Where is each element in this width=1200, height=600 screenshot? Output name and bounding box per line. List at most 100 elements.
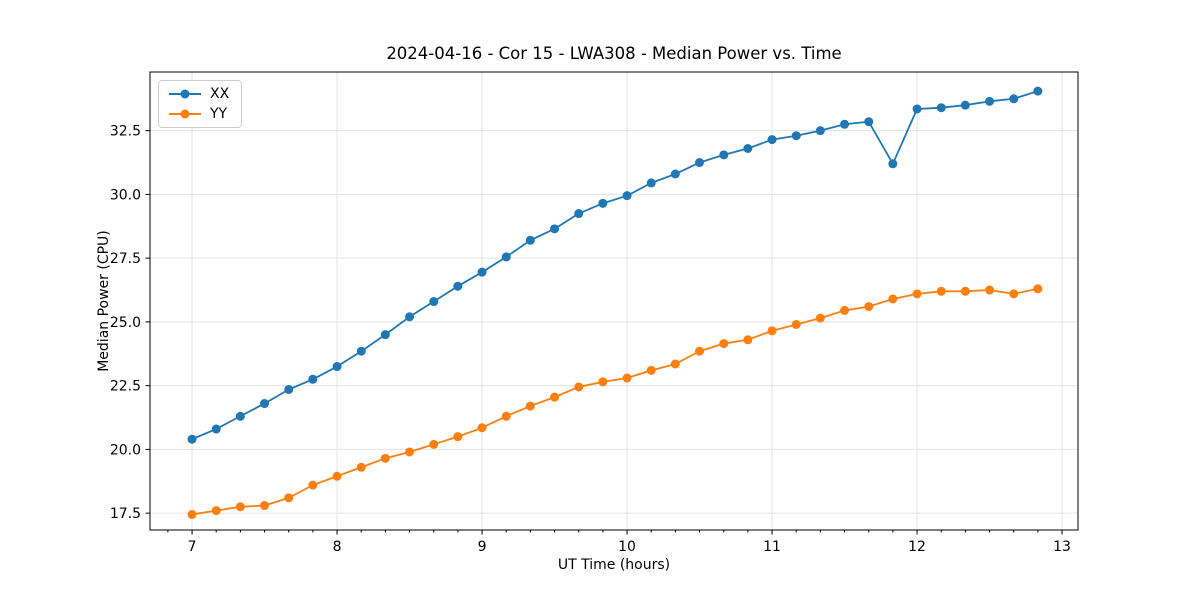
data-point-xx: [477, 267, 487, 277]
legend-item-xx: XX: [169, 87, 229, 101]
legend-label-xx: XX: [210, 86, 230, 102]
data-point-xx: [670, 169, 680, 179]
data-point-xx: [211, 424, 221, 434]
data-point-xx: [1033, 86, 1043, 96]
data-point-xx: [187, 434, 197, 444]
data-point-yy: [1009, 289, 1019, 299]
data-point-yy: [187, 509, 197, 519]
data-point-xx: [260, 399, 270, 409]
data-point-xx: [525, 235, 535, 245]
data-point-xx: [815, 126, 825, 136]
legend-label-yy: YY: [210, 106, 228, 122]
y-tick-label: 22.5: [110, 379, 141, 395]
data-point-xx: [622, 191, 632, 201]
x-tick-label: 11: [763, 539, 781, 555]
x-tick-label: 13: [1053, 539, 1071, 555]
data-point-yy: [888, 294, 898, 304]
x-axis-label: UT Time (hours): [557, 557, 671, 573]
legend-line-sample-yy: [169, 109, 201, 119]
data-point-xx: [429, 297, 439, 307]
data-point-xx: [695, 158, 705, 168]
data-point-xx: [936, 103, 946, 113]
data-point-yy: [815, 313, 825, 323]
data-point-yy: [235, 502, 245, 512]
data-point-yy: [598, 377, 608, 387]
y-tick-label: 27.5: [110, 251, 141, 267]
data-point-xx: [453, 281, 463, 291]
data-point-yy: [574, 382, 584, 392]
data-point-yy: [308, 480, 318, 490]
x-tick-label: 9: [478, 539, 487, 555]
data-point-xx: [501, 252, 511, 262]
data-point-yy: [864, 302, 874, 312]
x-tick-label: 12: [908, 539, 926, 555]
data-point-xx: [646, 178, 656, 188]
plot-border: [149, 71, 1079, 531]
data-point-xx: [308, 374, 318, 384]
data-point-xx: [960, 100, 970, 110]
data-point-yy: [646, 365, 656, 375]
data-point-xx: [888, 159, 898, 169]
data-point-xx: [864, 117, 874, 127]
y-tick-label: 20.0: [110, 442, 141, 458]
data-point-yy: [936, 286, 946, 296]
data-point-yy: [429, 439, 439, 449]
data-point-yy: [791, 319, 801, 329]
data-point-yy: [743, 335, 753, 345]
y-tick-label: 30.0: [110, 187, 141, 203]
data-point-yy: [695, 346, 705, 356]
legend-item-yy: YY: [169, 107, 229, 121]
x-tick-label: 10: [618, 539, 636, 555]
data-point-xx: [598, 198, 608, 208]
data-point-yy: [356, 462, 366, 472]
data-point-xx: [356, 346, 366, 356]
data-point-xx: [985, 96, 995, 106]
x-tick-label: 8: [333, 539, 342, 555]
chart-title: 2024-04-16 - Cor 15 - LWA308 - Median Po…: [386, 44, 842, 63]
y-tick-label: 32.5: [110, 124, 141, 140]
data-point-yy: [260, 501, 270, 511]
data-point-xx: [719, 150, 729, 160]
data-point-yy: [211, 506, 221, 516]
data-point-yy: [477, 423, 487, 433]
data-point-yy: [670, 359, 680, 369]
data-point-yy: [840, 305, 850, 315]
data-point-xx: [840, 119, 850, 129]
data-point-yy: [1033, 284, 1043, 294]
data-point-xx: [284, 384, 294, 394]
data-point-xx: [332, 362, 342, 372]
data-point-xx: [405, 312, 415, 322]
data-point-yy: [719, 339, 729, 349]
data-point-yy: [550, 392, 560, 402]
data-point-yy: [985, 285, 995, 295]
data-point-xx: [912, 104, 922, 114]
y-tick-label: 25.0: [110, 315, 141, 331]
data-point-xx: [235, 411, 245, 421]
data-point-yy: [960, 286, 970, 296]
legend-marker-xx: [180, 89, 190, 99]
data-point-xx: [1009, 94, 1019, 104]
data-point-xx: [743, 144, 753, 154]
data-point-yy: [405, 447, 415, 457]
data-point-yy: [332, 471, 342, 481]
data-point-xx: [550, 224, 560, 234]
y-tick-label: 17.5: [110, 506, 141, 522]
data-point-yy: [284, 493, 294, 503]
data-point-yy: [622, 373, 632, 383]
x-tick-label: 7: [188, 539, 197, 555]
legend-line-sample-xx: [169, 89, 201, 99]
legend: XX YY: [158, 80, 243, 128]
data-point-xx: [791, 131, 801, 141]
legend-marker-yy: [180, 109, 190, 119]
data-point-yy: [525, 401, 535, 411]
data-point-yy: [501, 411, 511, 421]
series-line-yy: [191, 287, 1039, 516]
data-point-xx: [767, 135, 777, 145]
data-point-yy: [380, 453, 390, 463]
data-point-yy: [767, 326, 777, 336]
series-line-xx: [191, 90, 1039, 441]
data-point-yy: [453, 432, 463, 442]
data-point-xx: [574, 209, 584, 219]
